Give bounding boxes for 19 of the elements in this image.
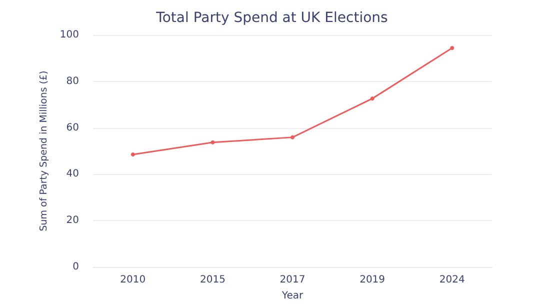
x-tick-label: 2015 [200,274,226,286]
y-tick-label: 80 [66,76,79,87]
x-tick-label: 2024 [439,274,465,286]
x-tick-label: 2010 [120,274,146,286]
point [290,135,294,140]
x-axis-title: Year [280,290,304,302]
y-tick-label: 0 [72,262,79,272]
y-tick-label: 40 [66,168,79,180]
point [210,140,215,144]
chart-title: Total Party Spend at UK Elections [155,10,388,26]
x-tick-label: 2019 [360,274,386,286]
point [370,96,374,101]
y-tick-label: 20 [66,215,79,226]
y-tick-label: 60 [66,122,79,134]
point [450,46,454,50]
x-tick-label: 2017 [280,274,306,286]
y-tick-label: 100 [60,30,79,40]
y-axis-title: Sum of Party Spend in Millions (£) [38,70,50,232]
point [130,152,135,156]
